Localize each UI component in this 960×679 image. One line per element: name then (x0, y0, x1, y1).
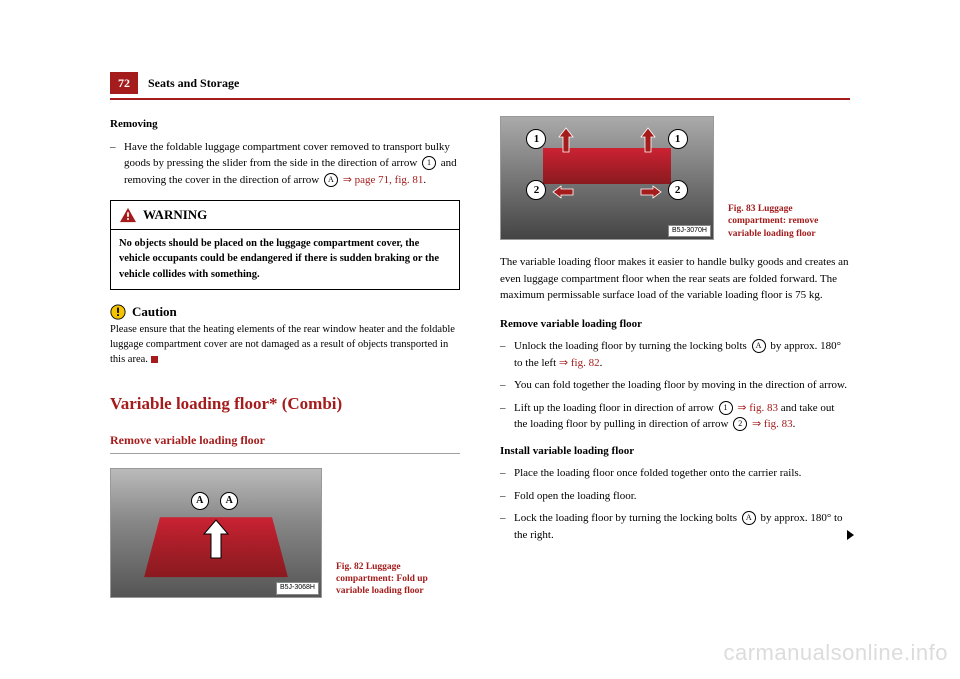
left-column: Removing – Have the foldable luggage com… (110, 116, 460, 612)
figure-82-caption: Fig. 82 Luggage compartment: Fold up var… (336, 561, 456, 598)
fig83-arrow-up-left-icon (558, 127, 574, 153)
right-column: 1 1 2 2 B5J-3070H Fig. 83 Luggage compar… (500, 116, 850, 612)
fig83-code: B5J-3070H (668, 225, 711, 238)
remove-step-2-text: You can fold together the loading floor … (514, 377, 850, 394)
fig82-up-arrow-icon (202, 518, 230, 560)
bullet-dash: – (500, 377, 514, 394)
bullet-dash: – (500, 400, 514, 433)
warning-header: WARNING (111, 201, 459, 229)
caution-text: Please ensure that the heating elements … (110, 323, 460, 367)
page-number: 72 (110, 72, 138, 94)
caution-icon (110, 304, 126, 320)
page-71-link: ⇒ page 71, fig. 81 (343, 174, 424, 186)
chapter-title: Seats and Storage (148, 74, 239, 92)
r3-part1: Lift up the loading floor in direction o… (514, 402, 717, 414)
section-end-icon (151, 356, 158, 363)
install-step-3: – Lock the loading floor by turning the … (500, 510, 850, 543)
fig83-label-2-left: 2 (526, 180, 546, 200)
caution-header: Caution (110, 302, 460, 322)
fig83-label-2-right: 2 (668, 180, 688, 200)
arrow-1-ref: 1 (422, 156, 436, 170)
bullet-dash: – (500, 338, 514, 371)
bullet-dash: – (500, 510, 514, 543)
subsection-title: Remove variable loading floor (110, 431, 460, 454)
caution-title: Caution (132, 302, 177, 322)
removing-heading: Removing (110, 116, 460, 133)
fig83-label-1-left: 1 (526, 129, 546, 149)
fig83-panel (543, 148, 670, 185)
arrow-1-ref: 1 (719, 401, 733, 415)
caution-body: Please ensure that the heating elements … (110, 324, 455, 364)
bullet-dash: – (500, 488, 514, 505)
fig83-arrow-out-right-icon (640, 185, 662, 199)
removing-text: Have the foldable luggage compartment co… (124, 139, 460, 189)
figure-82-row: A A B5J-3068H Fig. 82 Luggage compartmen… (110, 468, 460, 598)
install-step-3-text: Lock the loading floor by turning the lo… (514, 510, 850, 543)
intro-paragraph: The variable loading floor makes it easi… (500, 254, 850, 304)
remove-heading: Remove variable loading floor (500, 316, 850, 333)
figure-83-image: 1 1 2 2 B5J-3070H (500, 116, 714, 240)
i3-part1: Lock the loading floor by turning the lo… (514, 512, 740, 524)
warning-box: WARNING No objects should be placed on t… (110, 200, 460, 290)
page-header: 72 Seats and Storage (110, 72, 850, 100)
continue-arrow-icon (847, 530, 854, 540)
install-step-2: – Fold open the loading floor. (500, 488, 850, 505)
r1-part1: Unlock the loading floor by turning the … (514, 340, 750, 352)
install-step-2-text: Fold open the loading floor. (514, 488, 850, 505)
fig83-link-2: ⇒ fig. 83 (749, 418, 792, 430)
watermark: carmanualsonline.info (723, 636, 948, 669)
fig83-arrow-out-left-icon (552, 185, 574, 199)
arrow-a-ref: A (324, 173, 338, 187)
fig82-label-a-right: A (220, 492, 238, 510)
content-columns: Removing – Have the foldable luggage com… (110, 116, 850, 612)
fig83-arrow-up-right-icon (640, 127, 656, 153)
manual-page: 72 Seats and Storage Removing – Have the… (0, 0, 960, 679)
fig82-label-a-left: A (191, 492, 209, 510)
remove-step-1: – Unlock the loading floor by turning th… (500, 338, 850, 371)
remove-step-3-text: Lift up the loading floor in direction o… (514, 400, 850, 433)
bolt-a-ref-2: A (742, 511, 756, 525)
bolt-a-ref: A (752, 339, 766, 353)
remove-step-3: – Lift up the loading floor in direction… (500, 400, 850, 433)
figure-83-row: 1 1 2 2 B5J-3070H Fig. 83 Luggage compar… (500, 116, 850, 240)
arrow-2-ref: 2 (733, 417, 747, 431)
warning-title: WARNING (143, 205, 207, 225)
section-title: Variable loading floor* (Combi) (110, 391, 460, 417)
remove-step-1-text: Unlock the loading floor by turning the … (514, 338, 850, 371)
removing-bullet: – Have the foldable luggage compartment … (110, 139, 460, 189)
fig82-link: ⇒ fig. 82 (559, 357, 600, 369)
figure-83-caption: Fig. 83 Luggage compartment: remove vari… (728, 203, 848, 240)
remove-step-2: – You can fold together the loading floo… (500, 377, 850, 394)
figure-82-image: A A B5J-3068H (110, 468, 322, 598)
fig83-link-1: ⇒ fig. 83 (735, 402, 778, 414)
bullet-dash: – (110, 139, 124, 189)
install-step-1-text: Place the loading floor once folded toge… (514, 465, 850, 482)
warning-triangle-icon (119, 207, 137, 223)
fig82-code: B5J-3068H (276, 582, 319, 595)
install-heading: Install variable loading floor (500, 443, 850, 460)
warning-body: No objects should be placed on the lugga… (111, 229, 459, 289)
fig83-label-1-right: 1 (668, 129, 688, 149)
install-step-1: – Place the loading floor once folded to… (500, 465, 850, 482)
bullet-dash: – (500, 465, 514, 482)
removing-part1: Have the foldable luggage compartment co… (124, 141, 450, 170)
